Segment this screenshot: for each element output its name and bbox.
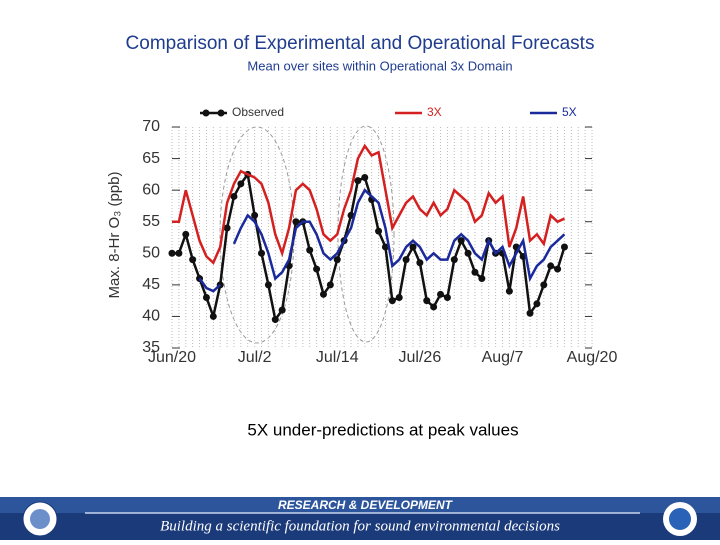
data-point xyxy=(554,265,562,273)
y-tick-label: 60 xyxy=(142,181,160,198)
data-point xyxy=(230,192,238,200)
data-point xyxy=(292,218,300,226)
legend-label: 5X xyxy=(562,105,577,119)
x-tick-label: Aug/7 xyxy=(482,349,524,366)
data-point xyxy=(271,316,279,324)
data-point xyxy=(237,180,245,188)
data-point xyxy=(202,293,210,301)
y-tick-label: 35 xyxy=(142,339,160,356)
epa-logo-inner xyxy=(30,509,50,529)
series-line xyxy=(172,143,565,265)
footer-banner: RESEARCH & DEVELOPMENT Building a scient… xyxy=(0,497,720,540)
legend-label: Observed xyxy=(232,105,284,119)
data-point xyxy=(175,249,183,257)
banner-stripe xyxy=(0,497,720,513)
data-point xyxy=(540,281,548,289)
y-tick-label: 55 xyxy=(142,213,160,230)
x-tick-label: Aug/20 xyxy=(567,349,618,366)
series-line xyxy=(198,188,566,293)
x-tick-label: Jun/20 xyxy=(148,349,196,366)
data-point xyxy=(409,243,417,251)
data-point xyxy=(547,262,555,270)
annotation: 5X under-predictions at peak values xyxy=(247,420,518,439)
chart-subtitle: Mean over sites within Operational 3x Do… xyxy=(247,58,512,73)
legend-label: 3X xyxy=(427,105,442,119)
data-point xyxy=(450,256,458,264)
data-point xyxy=(457,237,465,245)
data-point xyxy=(533,300,541,308)
data-point xyxy=(416,259,424,267)
data-point xyxy=(381,243,389,251)
chart-title: Comparison of Experimental and Operation… xyxy=(126,33,595,54)
data-point xyxy=(333,256,341,264)
data-point xyxy=(251,211,259,219)
x-tick-label: Jul/14 xyxy=(316,349,359,366)
y-tick-label: 40 xyxy=(142,308,160,325)
x-tick-label: Jul/2 xyxy=(238,349,272,366)
data-point xyxy=(402,256,410,264)
data-point xyxy=(443,293,451,301)
legend-marker xyxy=(202,109,210,117)
data-point xyxy=(478,275,486,283)
data-point xyxy=(526,309,534,317)
y-tick-label: 65 xyxy=(142,150,160,167)
data-point xyxy=(361,174,369,182)
data-point xyxy=(278,306,286,314)
x-tick-label: Jul/26 xyxy=(399,349,442,366)
y-tick-label: 45 xyxy=(142,276,160,293)
data-point xyxy=(264,281,272,289)
y-axis-label: Max. 8-Hr O₃ (ppb) xyxy=(106,172,123,299)
data-point xyxy=(258,249,266,257)
data-point xyxy=(209,312,217,320)
data-point xyxy=(437,290,445,298)
data-point xyxy=(319,290,327,298)
data-point xyxy=(306,246,314,254)
data-point xyxy=(223,224,231,232)
footer-tagline: Building a scientific foundation for sou… xyxy=(160,518,560,534)
data-point xyxy=(560,243,568,251)
data-point xyxy=(395,293,403,301)
data-point xyxy=(423,297,431,305)
data-point xyxy=(354,177,362,185)
data-point xyxy=(388,297,396,305)
data-point xyxy=(168,249,176,257)
data-point xyxy=(375,227,383,235)
data-point xyxy=(471,268,479,276)
data-point xyxy=(189,256,197,264)
data-point xyxy=(430,303,438,311)
legend-marker xyxy=(217,109,225,117)
data-point xyxy=(182,230,190,238)
y-tick-label: 50 xyxy=(142,245,160,262)
noaa-logo-inner xyxy=(669,508,691,530)
data-point xyxy=(326,281,334,289)
data-point xyxy=(505,287,513,295)
footer-heading: RESEARCH & DEVELOPMENT xyxy=(278,498,454,512)
data-point xyxy=(313,265,321,273)
data-point xyxy=(464,249,472,257)
y-tick-label: 70 xyxy=(142,118,160,135)
